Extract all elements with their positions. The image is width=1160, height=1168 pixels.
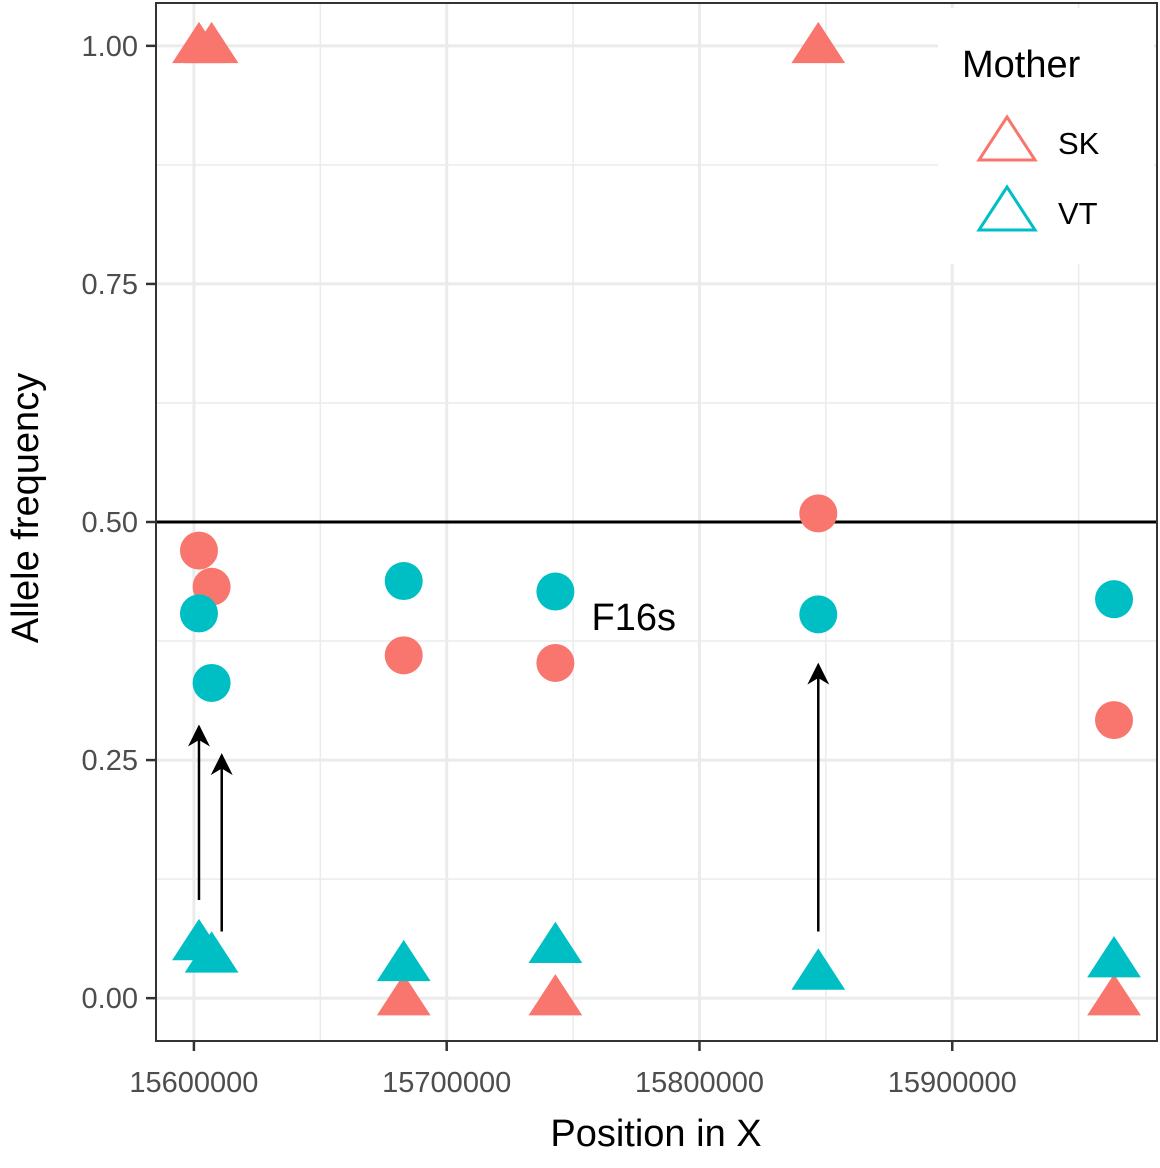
x-tick-label: 15600000 — [129, 1067, 258, 1099]
x-axis-title: Position in X — [550, 1113, 761, 1155]
y-tick-label: 1.00 — [82, 31, 138, 63]
y-axis-title: Allele frequency — [5, 373, 47, 643]
point-circle-sk — [536, 643, 575, 682]
legend-key-vt — [976, 184, 1038, 232]
point-circle-vt — [799, 595, 838, 634]
point-circle-vt — [384, 562, 423, 601]
point-triangle-vt — [184, 931, 239, 973]
y-tick-label: 0.50 — [82, 507, 138, 539]
y-tick-label: 0.75 — [82, 269, 138, 301]
arrows — [187, 662, 830, 932]
point-circle-vt — [179, 594, 218, 633]
point-triangle-sk — [791, 21, 846, 64]
point-triangle-vt — [791, 948, 846, 990]
point-triangle-vt — [1087, 936, 1141, 978]
legend-key-sk — [976, 114, 1038, 162]
point-circle-vt — [536, 572, 575, 611]
point-circle-vt — [192, 663, 231, 702]
point-circle-sk — [384, 636, 423, 675]
x-tick-label: 15800000 — [635, 1067, 764, 1099]
point-triangle-sk — [184, 21, 239, 64]
point-triangle-sk — [528, 974, 583, 1016]
y-tick-label: 0.25 — [82, 745, 138, 777]
x-tick-label: 15900000 — [888, 1067, 1017, 1099]
legend-title: Mother — [962, 44, 1081, 86]
annotation-label: F16s — [592, 597, 676, 639]
data-points — [172, 21, 1141, 1016]
point-circle-vt — [1095, 580, 1134, 619]
point-circle-sk — [1095, 701, 1134, 740]
point-circle-sk — [179, 531, 218, 570]
legend-label-vt: VT — [1058, 196, 1098, 231]
x-tick-label: 15700000 — [382, 1067, 511, 1099]
point-circle-sk — [799, 494, 838, 533]
point-triangle-vt — [376, 939, 431, 982]
legend: Mother SK VT — [938, 8, 1154, 264]
axes: 0.00 0.25 0.50 0.75 1.00 15600000 15700000 1580… — [82, 2, 1158, 1099]
legend-background — [938, 8, 1154, 264]
point-triangle-sk — [376, 974, 431, 1016]
annotations: F16s — [592, 597, 676, 639]
y-tick-label: 0.00 — [82, 983, 138, 1015]
point-triangle-sk — [1087, 974, 1141, 1016]
point-triangle-vt — [528, 921, 583, 964]
legend-label-sk: SK — [1058, 126, 1100, 161]
